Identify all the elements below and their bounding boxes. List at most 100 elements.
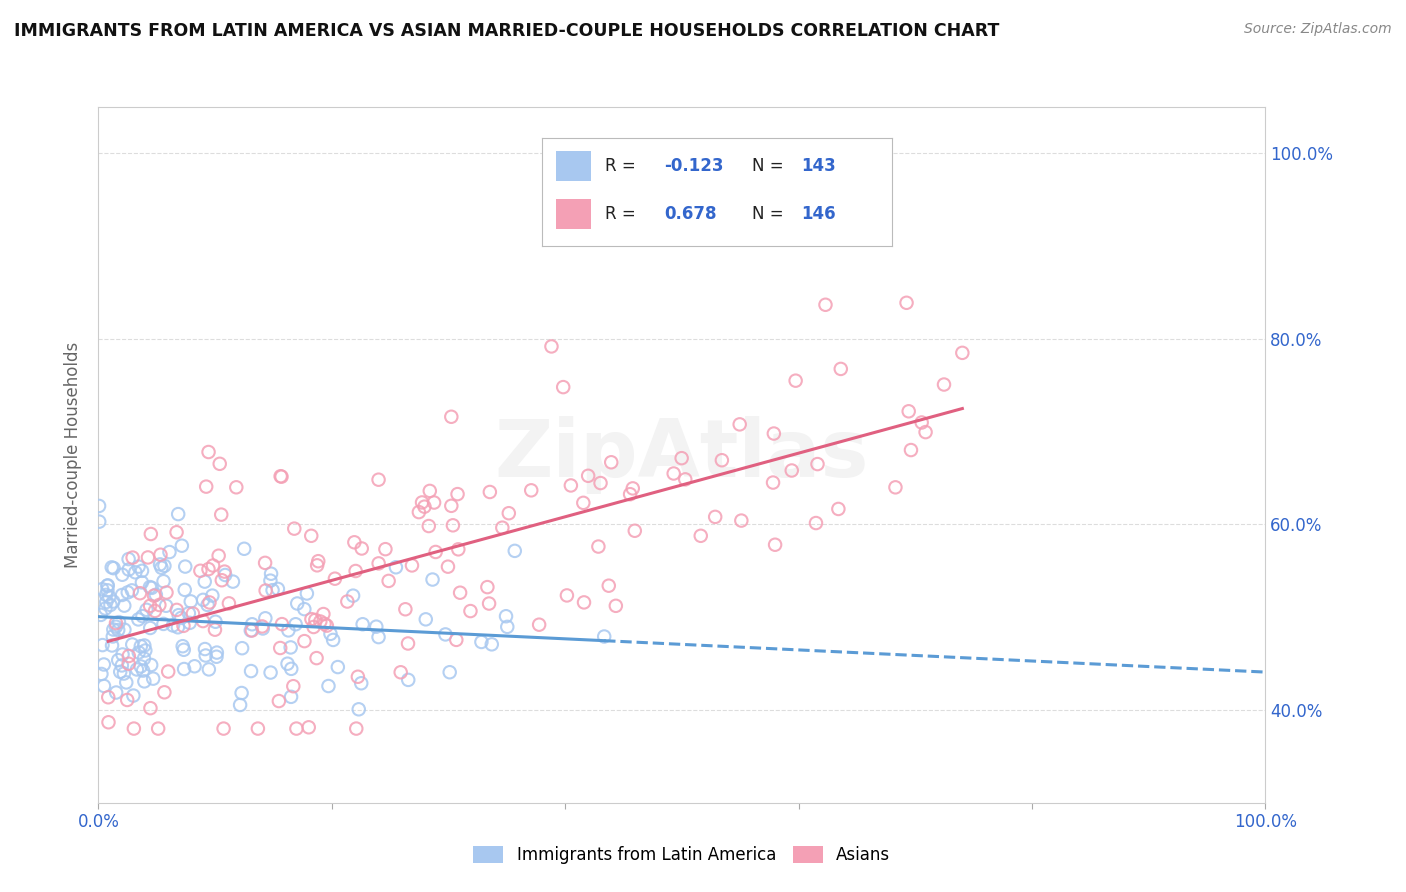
- Point: [172, 639, 194, 653]
- Point: [322, 632, 344, 647]
- Point: [173, 619, 195, 633]
- Point: [269, 640, 291, 655]
- Point: [97, 690, 120, 705]
- Point: [593, 630, 616, 644]
- Point: [121, 550, 143, 565]
- Point: [302, 620, 325, 634]
- Point: [555, 589, 578, 603]
- Point: [132, 664, 155, 678]
- Point: [110, 665, 132, 679]
- Point: [97, 715, 120, 730]
- Point: [950, 346, 973, 360]
- Point: [229, 698, 252, 712]
- Y-axis label: Married-couple Households: Married-couple Households: [65, 342, 83, 568]
- Point: [115, 675, 138, 690]
- Point: [560, 478, 582, 492]
- Point: [785, 374, 807, 388]
- Point: [167, 608, 190, 623]
- Point: [103, 594, 125, 608]
- Point: [422, 573, 444, 587]
- Point: [93, 657, 115, 672]
- Point: [254, 611, 277, 625]
- Point: [194, 574, 217, 589]
- Point: [98, 590, 121, 604]
- Point: [141, 581, 163, 595]
- Point: [481, 637, 503, 651]
- Point: [728, 417, 751, 432]
- Point: [730, 514, 752, 528]
- Point: [173, 582, 195, 597]
- Point: [128, 559, 150, 574]
- Point: [394, 602, 416, 616]
- Point: [385, 560, 408, 574]
- Point: [252, 622, 274, 636]
- Point: [318, 679, 340, 693]
- Point: [347, 670, 370, 684]
- Point: [704, 509, 727, 524]
- Point: [89, 515, 111, 529]
- Point: [367, 630, 389, 644]
- Point: [299, 529, 322, 543]
- Point: [170, 539, 193, 553]
- Point: [105, 685, 128, 699]
- Point: [254, 556, 277, 570]
- Point: [589, 476, 612, 491]
- Point: [496, 620, 519, 634]
- Point: [112, 623, 135, 637]
- Point: [312, 607, 335, 621]
- Point: [212, 722, 235, 736]
- Point: [108, 615, 131, 629]
- Point: [96, 579, 118, 593]
- Point: [139, 701, 162, 715]
- Point: [446, 487, 468, 501]
- Point: [139, 621, 162, 635]
- Point: [804, 516, 827, 530]
- Point: [440, 499, 463, 513]
- Point: [814, 298, 837, 312]
- Point: [197, 445, 219, 459]
- Point: [307, 554, 329, 568]
- Point: [134, 674, 156, 689]
- Point: [177, 607, 200, 621]
- Point: [173, 642, 195, 657]
- Text: IMMIGRANTS FROM LATIN AMERICA VS ASIAN MARRIED-COUPLE HOUSEHOLDS CORRELATION CHA: IMMIGRANTS FROM LATIN AMERICA VS ASIAN M…: [14, 22, 1000, 40]
- Point: [240, 664, 263, 678]
- Point: [460, 604, 482, 618]
- Point: [374, 542, 396, 557]
- Point: [344, 564, 367, 578]
- Point: [307, 558, 329, 573]
- Point: [111, 567, 134, 582]
- Point: [122, 689, 145, 703]
- Point: [209, 508, 232, 522]
- Point: [101, 639, 124, 653]
- Point: [477, 580, 499, 594]
- Point: [267, 582, 290, 596]
- Point: [195, 480, 218, 494]
- Point: [344, 722, 367, 736]
- Point: [107, 623, 129, 637]
- Point: [205, 646, 228, 660]
- Point: [305, 651, 328, 665]
- Point: [152, 616, 174, 631]
- Point: [134, 643, 156, 657]
- Point: [167, 507, 190, 521]
- Point: [117, 585, 139, 599]
- Point: [131, 564, 153, 578]
- Point: [267, 694, 290, 708]
- Point: [396, 673, 419, 687]
- Point: [896, 295, 918, 310]
- Point: [598, 579, 620, 593]
- Point: [96, 583, 118, 598]
- Point: [107, 653, 129, 667]
- Point: [277, 657, 299, 671]
- Point: [129, 659, 152, 673]
- Point: [366, 620, 388, 634]
- Point: [605, 599, 627, 613]
- Point: [588, 540, 610, 554]
- Point: [94, 588, 117, 602]
- Point: [246, 722, 269, 736]
- Point: [103, 561, 125, 575]
- Point: [440, 409, 463, 424]
- Point: [280, 640, 302, 655]
- Point: [932, 377, 955, 392]
